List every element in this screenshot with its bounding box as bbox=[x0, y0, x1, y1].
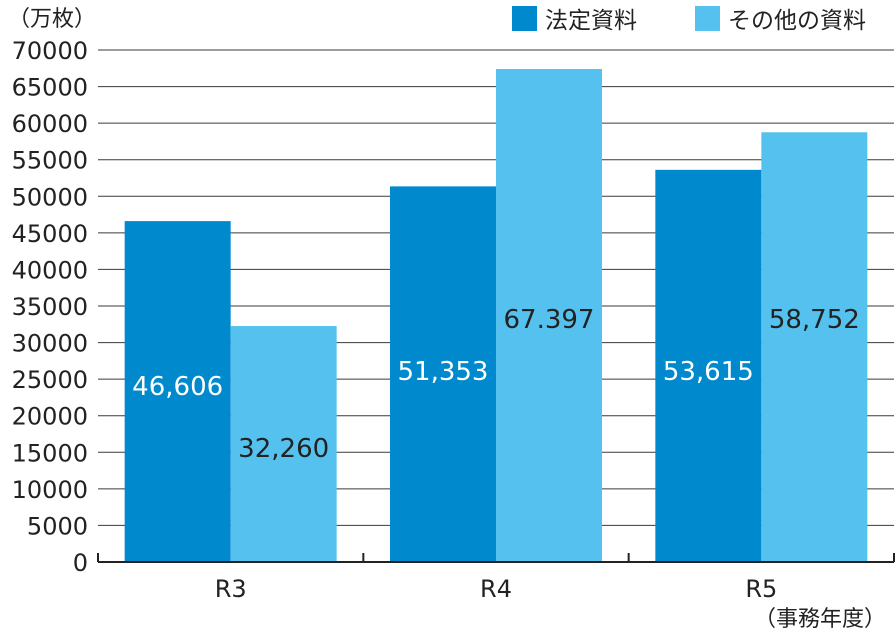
data-label: 53,615 bbox=[663, 357, 754, 387]
x-tick-label: R3 bbox=[215, 575, 247, 603]
data-label: 46,606 bbox=[132, 372, 223, 402]
data-label: 67.397 bbox=[504, 305, 595, 335]
y-axis-unit: （万枚） bbox=[8, 7, 96, 32]
x-tick-label: R5 bbox=[745, 575, 777, 603]
y-tick-label: 25000 bbox=[12, 366, 88, 394]
bar-r5-series-1 bbox=[761, 132, 868, 562]
y-tick-label: 15000 bbox=[12, 439, 88, 467]
bars bbox=[124, 69, 868, 563]
bar-r3-series-1 bbox=[230, 326, 337, 562]
y-tick-label: 55000 bbox=[12, 147, 88, 175]
data-label: 51,353 bbox=[398, 357, 489, 387]
y-tick-label: 20000 bbox=[12, 403, 88, 431]
y-tick-labels: 0 5000 10000 15000 20000 25000 30000 35000 40000… bbox=[12, 37, 88, 577]
legend-swatch-other bbox=[695, 6, 720, 31]
data-label: 58,752 bbox=[769, 305, 860, 335]
bar-r5-series-0 bbox=[655, 169, 762, 562]
bar-r3-series-0 bbox=[124, 221, 231, 562]
x-tick-labels: R3 R4 R5 bbox=[215, 575, 778, 603]
legend: 法定資料 その他の資料 bbox=[512, 6, 866, 34]
x-tick-label: R4 bbox=[480, 575, 512, 603]
y-tick-label: 60000 bbox=[12, 110, 88, 138]
y-tick-label: 30000 bbox=[12, 330, 88, 358]
legend-label-other: その他の資料 bbox=[728, 8, 866, 34]
y-tick-label: 0 bbox=[73, 549, 88, 577]
legend-label-legal: 法定資料 bbox=[545, 8, 637, 34]
x-axis-unit: （事務年度） bbox=[754, 607, 886, 632]
legend-swatch-legal bbox=[512, 6, 537, 31]
y-tick-label: 45000 bbox=[12, 220, 88, 248]
y-tick-label: 5000 bbox=[27, 512, 88, 540]
y-tick-label: 35000 bbox=[12, 293, 88, 321]
y-tick-label: 50000 bbox=[12, 183, 88, 211]
axes bbox=[97, 553, 895, 563]
data-label: 32,260 bbox=[238, 434, 329, 464]
y-tick-label: 70000 bbox=[12, 37, 88, 65]
y-tick-label: 10000 bbox=[12, 476, 88, 504]
bar-r4-series-0 bbox=[390, 186, 496, 563]
y-tick-label: 40000 bbox=[12, 256, 88, 284]
data-labels: 46,606 32,260 51,353 67.397 53,615 58,752 bbox=[132, 305, 860, 464]
y-tick-label: 65000 bbox=[12, 74, 88, 102]
bar-r4-series-1 bbox=[496, 69, 602, 562]
